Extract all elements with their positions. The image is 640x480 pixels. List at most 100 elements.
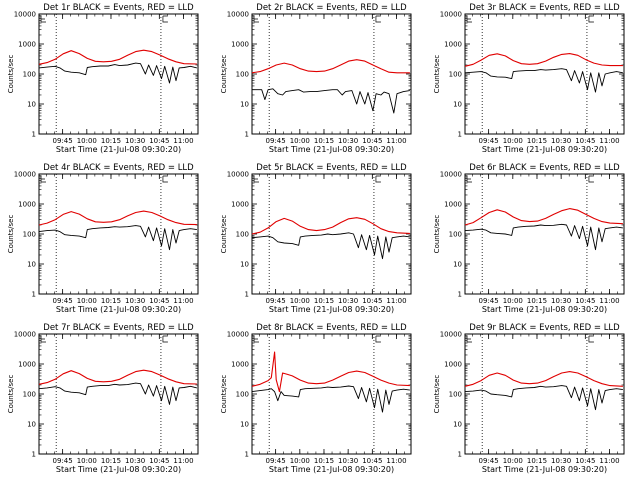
corner-marker — [253, 16, 259, 23]
panel-det-3r: Det 3r BLACK = Events, RED = LLD 1 10 100 10… — [433, 3, 625, 154]
x-axis-label: Start Time (21-Jul-08 09:30:20) — [56, 145, 181, 154]
x-axis-label: Start Time (21-Jul-08 09:30:20) — [56, 305, 181, 314]
y-tick-label: 1000 — [444, 41, 462, 49]
panel-title: Det 8r BLACK = Events, RED = LLD — [256, 323, 407, 333]
x-tick-label: 10:30 — [551, 297, 571, 305]
x-tick-label: 10:15 — [527, 457, 547, 465]
y-tick-label: 100 — [449, 391, 462, 399]
corner-marker — [375, 335, 381, 343]
series-lld-red — [38, 369, 197, 385]
x-tick-label: 10:15 — [101, 137, 121, 145]
y-tick-label: 1000 — [231, 201, 249, 209]
series-lld-red — [251, 217, 410, 235]
x-tick-label: 09:45 — [479, 297, 499, 305]
corner-marker — [253, 176, 259, 183]
x-tick-label: 10:45 — [575, 137, 595, 145]
y-tick-label: 10 — [240, 261, 249, 269]
x-tick-label: 10:00 — [290, 137, 310, 145]
y-tick-label: 10 — [240, 101, 249, 109]
x-axis-label: Start Time (21-Jul-08 09:30:20) — [56, 465, 181, 474]
y-tick-label: 1 — [32, 291, 36, 299]
x-tick-label: 10:00 — [503, 137, 523, 145]
x-tick-label: 11:00 — [173, 137, 193, 145]
y-tick-label: 1000 — [444, 201, 462, 209]
y-tick-label: 100 — [449, 231, 462, 239]
plot-frame — [251, 13, 412, 135]
x-tick-label: 10:00 — [290, 457, 310, 465]
x-tick-label: 11:00 — [173, 457, 193, 465]
x-tick-label: 10:00 — [77, 457, 97, 465]
y-tick-label: 1 — [458, 291, 462, 299]
y-tick-label: 10000 — [14, 331, 36, 339]
x-tick-label: 09:45 — [53, 457, 73, 465]
y-tick-label: 10 — [240, 421, 249, 429]
x-tick-label: 09:45 — [266, 457, 286, 465]
x-tick-label: 11:00 — [173, 297, 193, 305]
y-tick-label: 1 — [32, 131, 36, 139]
x-tick-label: 10:30 — [551, 457, 571, 465]
corner-marker — [162, 175, 168, 183]
x-tick-label: 11:00 — [386, 137, 406, 145]
y-tick-label: 10000 — [440, 11, 462, 19]
x-tick-label: 09:45 — [53, 137, 73, 145]
x-tick-label: 10:15 — [101, 457, 121, 465]
x-tick-label: 10:30 — [551, 137, 571, 145]
series-lld-red — [464, 53, 623, 67]
x-tick-label: 10:00 — [503, 457, 523, 465]
corner-marker — [40, 336, 46, 343]
y-axis-label: Counts/sec — [220, 375, 228, 414]
panel-det-9r: Det 9r BLACK = Events, RED = LLD 1 10 100 10… — [433, 323, 625, 474]
series-events-black — [464, 223, 623, 251]
plot-frame — [464, 13, 625, 135]
y-tick-label: 10 — [453, 101, 462, 109]
panel-title: Det 1r BLACK = Events, RED = LLD — [43, 3, 194, 13]
y-tick-label: 1 — [245, 451, 249, 459]
series-lld-red — [464, 371, 623, 387]
panel-title: Det 7r BLACK = Events, RED = LLD — [43, 323, 194, 333]
x-tick-label: 09:45 — [266, 137, 286, 145]
y-axis-label: Counts/sec — [433, 55, 441, 94]
y-axis-label: Counts/sec — [7, 55, 15, 94]
series-lld-red — [38, 210, 197, 226]
corner-marker — [253, 336, 259, 343]
series-lld-red — [38, 49, 197, 65]
x-tick-label: 10:15 — [314, 297, 334, 305]
y-tick-label: 1000 — [231, 361, 249, 369]
x-tick-label: 09:45 — [479, 457, 499, 465]
x-axis-label: Start Time (21-Jul-08 09:30:20) — [269, 145, 394, 154]
corner-marker — [375, 15, 381, 23]
x-axis-label: Start Time (21-Jul-08 09:30:20) — [482, 465, 607, 474]
y-tick-label: 1 — [245, 291, 249, 299]
panel-title: Det 4r BLACK = Events, RED = LLD — [43, 163, 194, 173]
plot-frame — [251, 173, 412, 295]
y-axis-label: Counts/sec — [220, 215, 228, 254]
corner-marker — [588, 335, 594, 343]
series-events-black — [251, 385, 410, 413]
x-tick-label: 10:00 — [77, 137, 97, 145]
x-tick-label: 10:15 — [101, 297, 121, 305]
y-tick-label: 100 — [449, 71, 462, 79]
panel-det-8r: Det 8r BLACK = Events, RED = LLD 1 10 100 10… — [220, 323, 412, 474]
x-tick-label: 10:00 — [77, 297, 97, 305]
y-tick-label: 100 — [23, 391, 36, 399]
y-tick-label: 10 — [27, 101, 36, 109]
x-tick-label: 09:45 — [479, 137, 499, 145]
y-tick-label: 10 — [453, 421, 462, 429]
y-tick-label: 10000 — [14, 11, 36, 19]
panel-title: Det 3r BLACK = Events, RED = LLD — [469, 3, 620, 13]
x-tick-label: 10:45 — [362, 297, 382, 305]
x-axis-label: Start Time (21-Jul-08 09:30:20) — [269, 465, 394, 474]
y-tick-label: 10000 — [14, 171, 36, 179]
y-tick-label: 10 — [453, 261, 462, 269]
x-tick-label: 10:15 — [314, 137, 334, 145]
y-tick-label: 1000 — [18, 201, 36, 209]
x-tick-label: 11:00 — [599, 457, 619, 465]
panel-det-4r: Det 4r BLACK = Events, RED = LLD 1 10 100 10… — [7, 163, 199, 314]
y-tick-label: 1000 — [231, 41, 249, 49]
x-tick-label: 10:30 — [125, 137, 145, 145]
series-events-black — [464, 68, 623, 93]
y-tick-label: 10000 — [227, 331, 249, 339]
x-tick-label: 10:00 — [290, 297, 310, 305]
corner-marker — [466, 16, 472, 23]
x-tick-label: 10:45 — [362, 457, 382, 465]
